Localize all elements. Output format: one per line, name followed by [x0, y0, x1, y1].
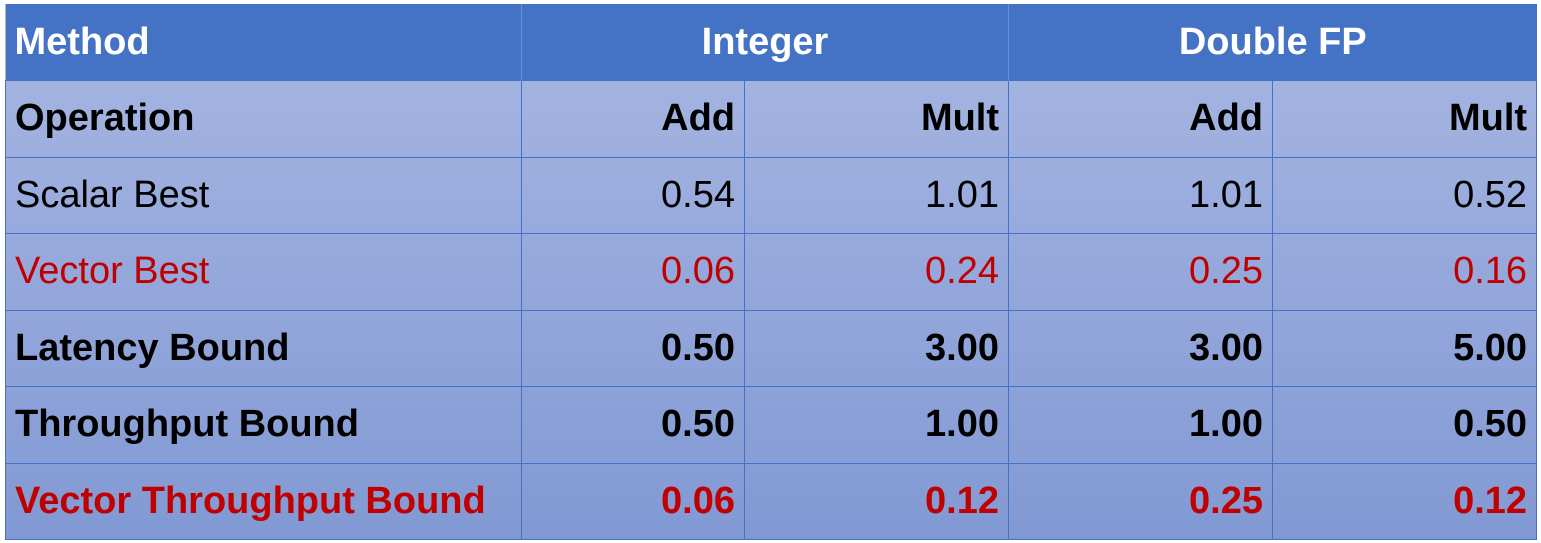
- row-label: Vector Best: [5, 233, 522, 311]
- cell-fp-mult: 0.12: [1272, 462, 1538, 540]
- row-label: Latency Bound: [5, 309, 522, 387]
- cell-fp-add: 1.00: [1008, 386, 1274, 464]
- subheader-fp-mult: Mult: [1272, 80, 1538, 158]
- table-row-scalar-best: Scalar Best 0.54 1.01 1.01 0.52: [5, 156, 1538, 234]
- header-integer: Integer: [520, 4, 1009, 81]
- cell-int-add: 0.50: [521, 309, 745, 387]
- cell-fp-mult: 0.52: [1272, 156, 1538, 234]
- header-double-fp: Double FP: [1008, 4, 1537, 81]
- cell-fp-mult: 5.00: [1272, 309, 1538, 387]
- header-method: Method: [5, 4, 522, 81]
- table-subheader-row: Operation Add Mult Add Mult: [5, 80, 1538, 158]
- table-row-vector-best: Vector Best 0.06 0.24 0.25 0.16: [5, 233, 1538, 311]
- cell-int-add: 0.50: [521, 386, 745, 464]
- subheader-operation: Operation: [5, 80, 522, 158]
- table-row-vector-throughput-bound: Vector Throughput Bound 0.06 0.12 0.25 0…: [5, 462, 1538, 540]
- cell-fp-mult: 0.50: [1272, 386, 1538, 464]
- cell-int-mult: 3.00: [743, 309, 1010, 387]
- subheader-int-mult: Mult: [743, 80, 1010, 158]
- cell-fp-add: 1.01: [1008, 156, 1274, 234]
- table-row-throughput-bound: Throughput Bound 0.50 1.00 1.00 0.50: [5, 386, 1538, 464]
- cell-int-mult: 1.01: [743, 156, 1010, 234]
- cell-int-mult: 0.12: [743, 462, 1010, 540]
- cell-fp-add: 3.00: [1008, 309, 1274, 387]
- row-label: Vector Throughput Bound: [5, 462, 522, 540]
- cell-int-add: 0.06: [521, 233, 745, 311]
- cell-int-mult: 0.24: [743, 233, 1010, 311]
- cell-fp-mult: 0.16: [1272, 233, 1538, 311]
- cell-fp-add: 0.25: [1008, 462, 1274, 540]
- table-header-row: Method Integer Double FP: [5, 4, 1537, 81]
- row-label: Scalar Best: [5, 156, 522, 234]
- cell-int-mult: 1.00: [743, 386, 1010, 464]
- cell-fp-add: 0.25: [1008, 233, 1274, 311]
- table-row-latency-bound: Latency Bound 0.50 3.00 3.00 5.00: [5, 309, 1538, 387]
- cell-int-add: 0.54: [521, 156, 745, 234]
- subheader-int-add: Add: [521, 80, 745, 158]
- row-label: Throughput Bound: [5, 386, 522, 464]
- cell-int-add: 0.06: [521, 462, 745, 540]
- performance-table: Method Integer Double FP Operation Add M…: [5, 4, 1538, 540]
- subheader-fp-add: Add: [1008, 80, 1274, 158]
